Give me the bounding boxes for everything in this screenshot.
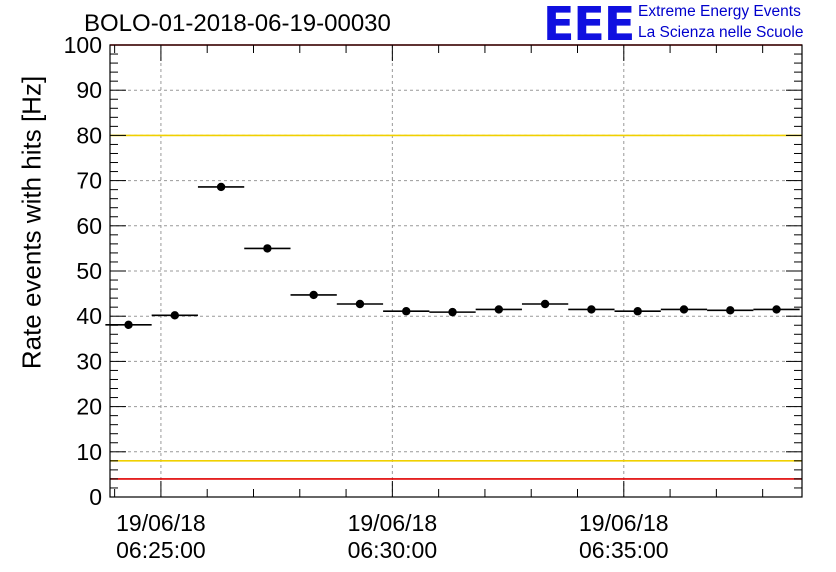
y-tick-label: 30	[76, 348, 102, 374]
point-marker	[216, 182, 226, 192]
y-tick-label: 10	[76, 439, 102, 465]
point-marker	[309, 290, 318, 300]
y-tick-label: 40	[76, 303, 102, 329]
data-point	[290, 290, 337, 300]
data-point	[383, 307, 430, 316]
y-tick-label: 20	[76, 394, 102, 420]
data-point	[568, 305, 615, 314]
point-marker	[540, 299, 550, 309]
y-tick-label: 100	[64, 32, 102, 58]
x-tick-label-time: 06:35:00	[579, 537, 669, 563]
point-marker	[494, 305, 504, 314]
y-tick-label: 60	[76, 213, 102, 239]
y-tick-label: 80	[76, 122, 102, 148]
data-point	[707, 306, 754, 315]
point-marker	[679, 305, 689, 314]
y-tick-label: 50	[76, 258, 102, 284]
y-tick-label: 70	[76, 168, 102, 194]
x-tick-label-time: 06:30:00	[348, 537, 438, 563]
data-point	[244, 244, 291, 253]
point-marker	[448, 307, 457, 317]
x-tick-label-date: 19/06/18	[579, 510, 669, 536]
point-marker	[355, 299, 365, 309]
x-tick-label-date: 19/06/18	[116, 510, 206, 536]
axes: 010203040506070809010019/06/1806:25:0019…	[64, 32, 803, 563]
data-point	[429, 307, 476, 317]
chart-title: BOLO-01-2018-06-19-00030	[84, 10, 391, 37]
y-tick-label: 0	[89, 484, 102, 510]
logo-line-2: La Scienza nelle Scuole	[638, 24, 804, 41]
point-marker	[170, 311, 180, 320]
point-marker	[726, 306, 735, 315]
point-marker	[124, 320, 133, 329]
data-point	[197, 182, 245, 192]
x-tick-label-date: 19/06/18	[348, 510, 438, 536]
point-marker	[633, 307, 642, 316]
point-marker	[772, 305, 781, 314]
y-tick-label: 90	[76, 77, 102, 103]
data-point	[336, 299, 384, 309]
point-marker	[402, 307, 411, 316]
data-point	[753, 305, 800, 314]
point-marker	[587, 305, 596, 314]
data-point	[614, 307, 661, 316]
data-point	[151, 311, 198, 320]
data-series	[105, 182, 800, 329]
data-point	[660, 305, 708, 314]
logo-mark: EEE	[543, 0, 635, 51]
logo-line-1: Extreme Energy Events	[638, 3, 801, 20]
grid	[110, 45, 802, 497]
data-point	[521, 299, 569, 309]
reference-lines	[110, 44, 802, 480]
data-point	[475, 305, 522, 314]
x-tick-label-time: 06:25:00	[116, 537, 206, 563]
point-marker	[263, 244, 272, 253]
eee-logo: EEE Extreme Energy Events La Scienza nel…	[543, 0, 833, 48]
